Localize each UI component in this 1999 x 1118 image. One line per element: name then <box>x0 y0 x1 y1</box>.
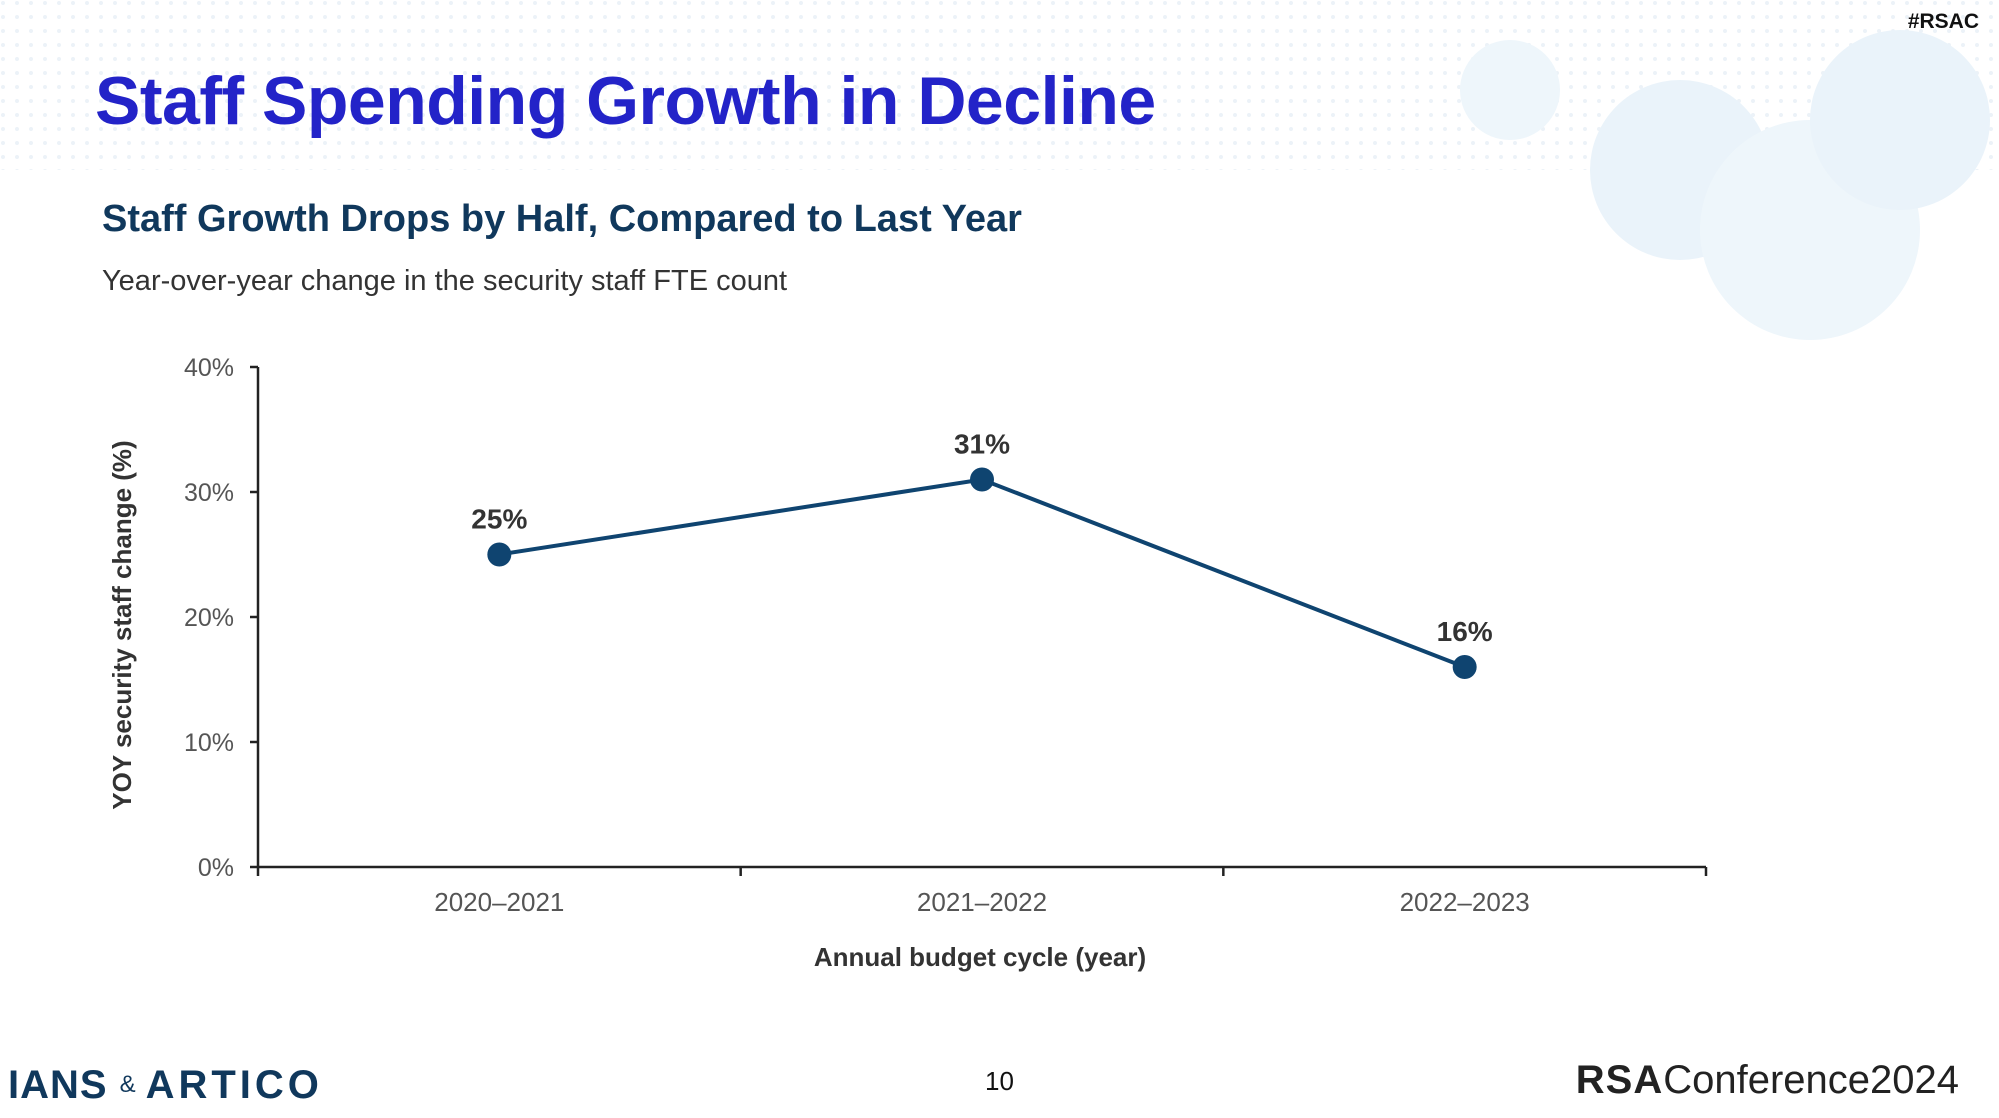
slide-title: Staff Spending Growth in Decline <box>95 63 1156 139</box>
series-line <box>499 477 1466 669</box>
y-tick-label: 30% <box>184 479 234 507</box>
data-labels: 25% 31% 16% <box>471 429 1492 648</box>
data-point <box>970 467 994 492</box>
data-point <box>1452 655 1477 679</box>
page-number: 10 <box>985 1066 1014 1096</box>
x-axis-label: Annual budget cycle (year) <box>814 942 1146 972</box>
chart-subtitle: Year-over-year change in the security st… <box>102 265 788 297</box>
rsa-logo-text: RSA <box>1575 1058 1664 1102</box>
rsa-conference-logo: RSAConference2024 <box>1576 1058 1959 1103</box>
data-label: 16% <box>1437 616 1493 647</box>
data-point <box>487 542 512 567</box>
chart-title: Staff Growth Drops by Half, Compared to … <box>102 198 1022 240</box>
x-tick-label: 2022–2023 <box>1400 887 1530 917</box>
y-axis-ticks: 0% 10% 20% 30% 40% <box>184 354 258 882</box>
x-tick-label: 2020–2021 <box>434 887 564 917</box>
data-label: 31% <box>954 429 1010 460</box>
x-tick-label: 2021–2022 <box>917 887 1047 917</box>
logo-ampersand: & <box>119 1071 136 1098</box>
y-tick-label: 20% <box>184 604 234 632</box>
y-tick-label: 40% <box>184 354 234 382</box>
artico-logo: ARTICO <box>145 1062 323 1107</box>
footer-logos: IANS & ARTICO <box>8 1060 323 1110</box>
hashtag-label: #RSAC <box>1907 10 1979 33</box>
data-label: 25% <box>471 504 527 535</box>
line-chart: 0% 10% 20% 30% 40% 2020–2021 2021–2022 2022–20… <box>107 354 1708 972</box>
x-axis-ticks: 2020–2021 2021–2022 2022–2023 <box>256 867 1708 917</box>
data-points <box>487 467 1477 679</box>
conference-logo-text: Conference <box>1663 1058 1871 1102</box>
y-tick-label: 0% <box>198 854 234 882</box>
ians-logo: IANS <box>8 1062 108 1107</box>
conference-year: 2024 <box>1870 1058 1959 1102</box>
y-tick-label: 10% <box>184 729 234 757</box>
y-axis-label: YOY security staff change (%) <box>107 440 137 809</box>
